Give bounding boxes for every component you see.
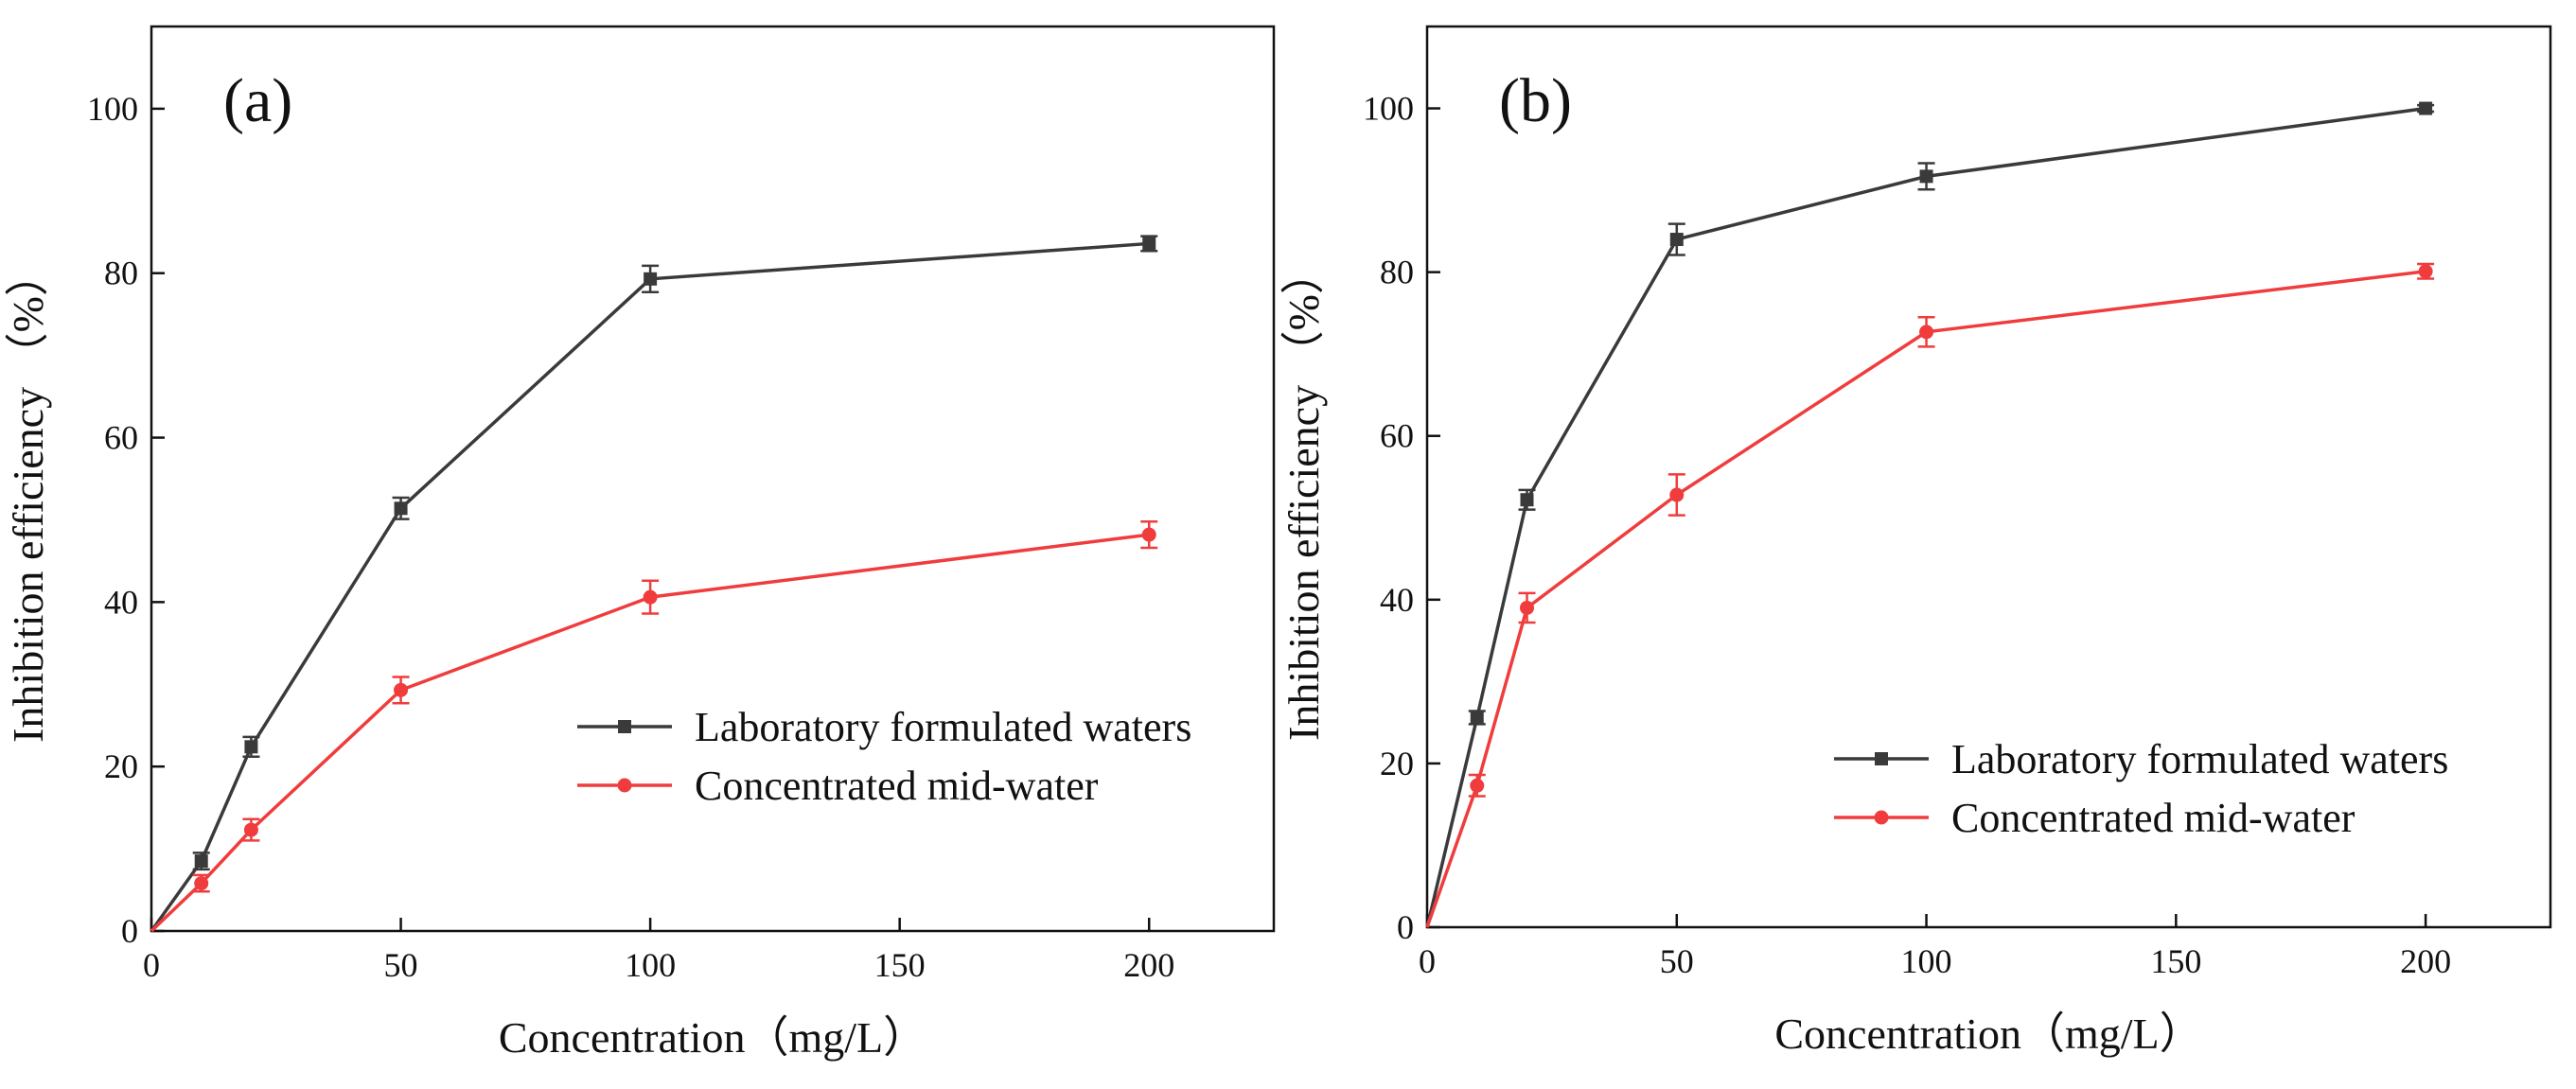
legend-marker [618,720,631,733]
x-tick-label: 200 [1123,946,1174,984]
series-concentrated-mid-water [150,519,1158,933]
legend: Laboratory formulated waters Concentrated… [1834,736,2448,841]
y-tick-label: 0 [121,912,138,950]
x-tick-label: 100 [625,946,676,984]
y-tick-label: 0 [1397,908,1414,946]
y-tick-label: 80 [1380,254,1414,291]
legend-marker [1875,752,1888,765]
series-laboratory-formulated-waters [150,235,1158,933]
x-axis-title: Concentration（mg/L） [1774,1010,2202,1058]
plot-frame [150,25,1276,933]
series-line [1425,106,2426,928]
panel-label: (b) [1499,66,1572,135]
legend: Laboratory formulated waters Concentrated… [577,704,1191,809]
y-tick-label: 40 [104,583,138,621]
x-tick-label: 0 [1419,942,1436,980]
data-point [1470,711,1484,725]
legend-marker [1874,810,1889,825]
legend-label: Concentrated mid-water [1951,795,2355,841]
legend-label: Laboratory formulated waters [1951,736,2448,782]
data-point [2419,101,2433,115]
legend-marker [617,778,632,793]
y-axis-title: Inhibition efficiency （%） [4,253,52,743]
x-tick-label: 100 [1901,942,1952,980]
data-point [244,740,258,754]
data-point [194,854,208,869]
y-tick-label: 40 [1380,581,1414,619]
legend-label: Laboratory formulated waters [695,704,1191,750]
data-point [1919,325,1934,340]
x-tick-label: 150 [2150,942,2201,980]
data-point [1142,237,1156,251]
data-point [1919,169,1933,184]
y-tick-label: 60 [1380,417,1414,455]
data-point [1520,600,1535,615]
data-point [1669,233,1684,247]
data-point [394,501,408,516]
x-tick-label: 150 [874,946,926,984]
series-line [150,241,1150,933]
data-point [194,876,209,891]
legend-label: Concentrated mid-water [695,763,1099,809]
chart-panel-a: 0 50 100 150 200 0 20 40 60 80 100 Concentration（mg… [4,25,1276,1062]
x-tick-label: 0 [143,946,160,984]
chart-panel-b: 0 50 100 150 200 0 20 40 60 80 100 Concentration（mg… [1279,25,2552,1058]
data-point [1470,778,1485,793]
y-axis-title: Inhibition efficiency （%） [1279,251,1328,741]
y-tick-label: 20 [104,747,138,785]
y-tick-label: 100 [87,90,138,128]
y-tick-label: 80 [104,255,138,292]
data-point [644,272,658,286]
data-point [1669,487,1685,502]
data-point [2418,264,2433,279]
x-tick-label: 200 [2400,942,2451,980]
y-tick-label: 20 [1380,745,1414,782]
x-tick-label: 50 [1660,942,1694,980]
data-point [394,682,409,697]
data-point [1520,493,1534,507]
x-tick-label: 50 [384,946,418,984]
y-tick-label: 60 [104,419,138,457]
data-point [243,822,258,837]
series-concentrated-mid-water [1425,262,2435,928]
plot-frame [1425,25,2552,929]
data-point [1141,527,1156,542]
y-tick-label: 100 [1363,90,1414,128]
x-axis-title: Concentration（mg/L） [499,1013,926,1062]
series-line [1425,270,2426,928]
panel-label: (a) [223,66,292,135]
data-point [643,589,658,605]
series-laboratory-formulated-waters [1425,101,2435,928]
